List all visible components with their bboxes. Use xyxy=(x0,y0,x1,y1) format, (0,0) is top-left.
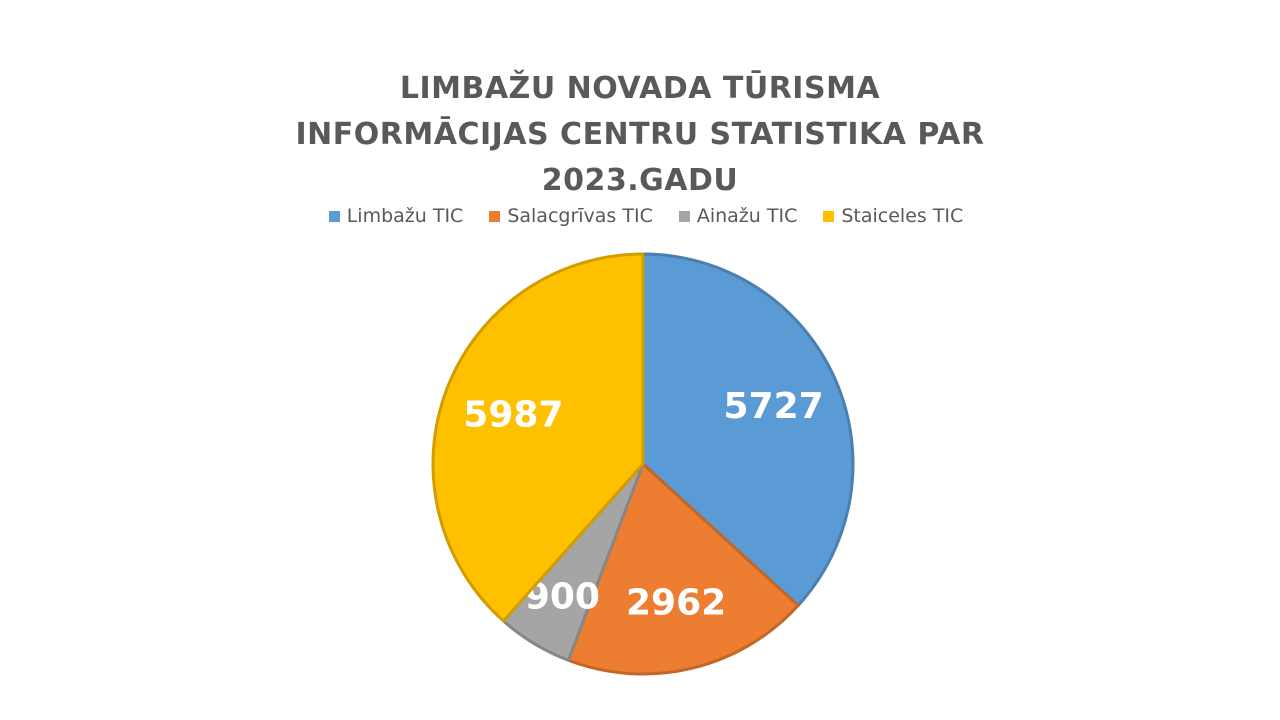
pie-slice xyxy=(431,252,645,623)
legend-label: Limbažu TIC xyxy=(346,205,464,227)
legend-item: Staiceles TIC xyxy=(823,205,963,227)
pie-data-label: 2962 xyxy=(626,582,726,623)
pie-data-label: 5987 xyxy=(463,394,563,435)
legend-swatch xyxy=(489,210,501,222)
chart-legend: Limbažu TIC Salacgrīvas TIC Ainažu TIC S… xyxy=(0,205,1280,227)
legend-label: Ainažu TIC xyxy=(696,205,798,227)
legend-swatch xyxy=(328,210,340,222)
pie-slice xyxy=(566,462,800,676)
legend-label: Salacgrīvas TIC xyxy=(507,205,653,227)
legend-swatch xyxy=(823,210,835,222)
legend-item: Ainažu TIC xyxy=(678,205,798,227)
legend-swatch xyxy=(678,210,690,222)
chart-title: LIMBAŽU NOVADA TŪRISMA INFORMĀCIJAS CENT… xyxy=(295,71,985,198)
legend-label: Staiceles TIC xyxy=(841,205,964,227)
pie-slice xyxy=(641,252,855,608)
legend-item: Salacgrīvas TIC xyxy=(489,205,653,227)
legend-item: Limbažu TIC xyxy=(328,205,464,227)
pie-data-label: 5727 xyxy=(723,386,823,427)
